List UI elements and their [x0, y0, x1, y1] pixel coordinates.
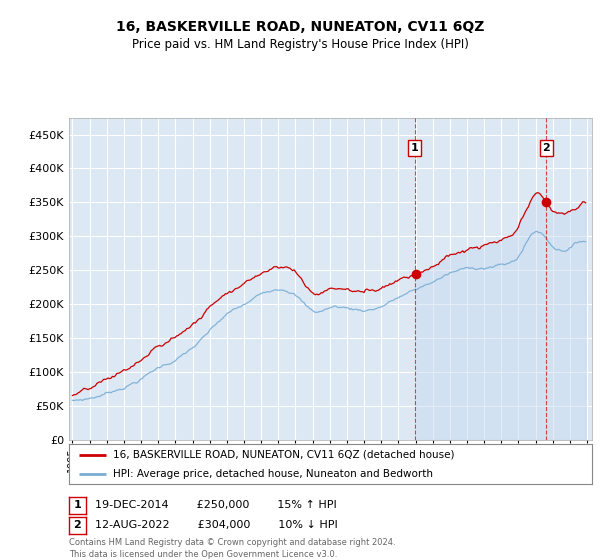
Text: Price paid vs. HM Land Registry's House Price Index (HPI): Price paid vs. HM Land Registry's House … [131, 38, 469, 51]
Text: HPI: Average price, detached house, Nuneaton and Bedworth: HPI: Average price, detached house, Nune… [113, 469, 433, 478]
Text: 16, BASKERVILLE ROAD, NUNEATON, CV11 6QZ (detached house): 16, BASKERVILLE ROAD, NUNEATON, CV11 6QZ… [113, 450, 455, 460]
Text: 19-DEC-2014        £250,000        15% ↑ HPI: 19-DEC-2014 £250,000 15% ↑ HPI [95, 500, 337, 510]
Text: 1: 1 [74, 500, 81, 510]
Text: Contains HM Land Registry data © Crown copyright and database right 2024.
This d: Contains HM Land Registry data © Crown c… [69, 538, 395, 559]
Text: 12-AUG-2022        £304,000        10% ↓ HPI: 12-AUG-2022 £304,000 10% ↓ HPI [95, 520, 338, 530]
Text: 2: 2 [542, 143, 550, 153]
Text: 16, BASKERVILLE ROAD, NUNEATON, CV11 6QZ: 16, BASKERVILLE ROAD, NUNEATON, CV11 6QZ [116, 20, 484, 34]
Text: 2: 2 [74, 520, 81, 530]
Text: 1: 1 [411, 143, 419, 153]
